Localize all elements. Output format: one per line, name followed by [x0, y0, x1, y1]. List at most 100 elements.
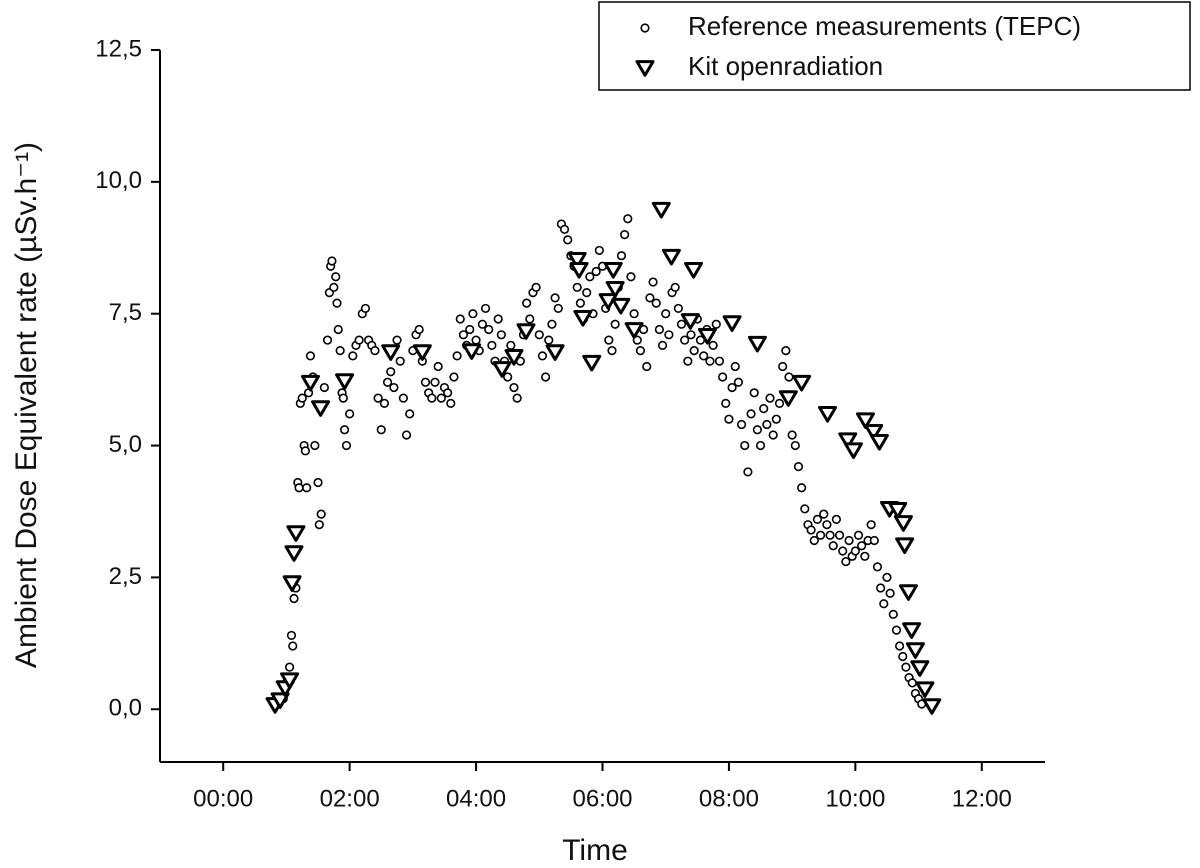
- circle-point: [386, 367, 396, 377]
- x-axis-title: Time: [562, 834, 628, 867]
- circle-point: [582, 288, 592, 298]
- triangle-point: [284, 545, 304, 562]
- triangle-point: [747, 335, 767, 353]
- triangle-point: [624, 322, 644, 339]
- circle-point: [338, 393, 348, 403]
- circle-point: [449, 372, 459, 382]
- triangle-point: [462, 343, 482, 360]
- triangle-point: [778, 390, 798, 407]
- circle-point: [547, 319, 557, 329]
- circle-point: [822, 520, 832, 530]
- circle-point: [531, 282, 541, 292]
- triangle-point: [902, 622, 922, 639]
- circle-point: [493, 314, 503, 324]
- circle-point: [339, 425, 350, 435]
- circle-point: [733, 377, 744, 387]
- circle-point: [313, 477, 323, 488]
- x-tick-label: 08:00: [699, 785, 759, 812]
- circle-point: [797, 483, 807, 493]
- circle-point: [623, 214, 633, 224]
- circle-point: [591, 266, 601, 277]
- circle-point: [683, 356, 693, 366]
- circle-point: [360, 303, 371, 314]
- circle-point: [314, 520, 324, 530]
- triangle-point: [567, 252, 587, 269]
- circle-point: [736, 419, 747, 430]
- circle-point: [563, 235, 573, 245]
- triangle-point: [335, 373, 355, 390]
- circle-point: [787, 430, 797, 440]
- circle-point: [389, 382, 399, 393]
- circle-point: [300, 446, 310, 456]
- circle-point: [708, 340, 718, 350]
- circle-point: [714, 356, 725, 366]
- triangle-point: [381, 344, 401, 361]
- circle-point: [373, 393, 383, 403]
- circle-point: [895, 641, 905, 651]
- circle-point: [670, 282, 680, 292]
- circle-point: [289, 593, 299, 604]
- circle-point: [594, 245, 604, 256]
- triangle-point: [818, 406, 838, 423]
- triangle-point: [895, 537, 915, 554]
- triangle-point: [893, 515, 913, 532]
- circle-point: [806, 525, 816, 535]
- y-tick-label: 12,5: [95, 35, 142, 62]
- circle-point: [740, 440, 750, 451]
- circle-point: [506, 340, 516, 350]
- circle-point: [752, 425, 762, 435]
- circle-point: [632, 335, 642, 345]
- circle-point: [759, 404, 769, 414]
- triangle-point: [910, 660, 930, 677]
- triangle-point: [573, 310, 593, 327]
- triangle-point: [864, 423, 884, 441]
- circle-point: [446, 398, 456, 408]
- circle-point: [436, 393, 446, 403]
- circle-point: [850, 546, 860, 556]
- circle-point: [907, 678, 917, 688]
- circle-point: [872, 562, 883, 572]
- circle-point: [654, 324, 664, 335]
- legend-label: Kit openradiation: [688, 51, 883, 81]
- circle-point: [676, 319, 687, 329]
- circle-point: [857, 541, 867, 551]
- circle-point: [765, 393, 775, 403]
- circle-point: [778, 361, 788, 372]
- circle-point: [718, 372, 728, 382]
- circle-point: [661, 309, 671, 319]
- circle-point: [487, 340, 497, 350]
- circle-point: [844, 535, 854, 546]
- x-tick-label: 06:00: [572, 785, 632, 812]
- circle-point: [480, 303, 491, 314]
- legend-marker: [635, 60, 655, 77]
- circle-point: [512, 393, 522, 403]
- y-tick-label: 0,0: [109, 695, 142, 722]
- circle-point: [762, 419, 772, 430]
- circle-point: [853, 530, 864, 540]
- circle-point: [297, 393, 307, 403]
- circle-point: [471, 335, 481, 345]
- circle-point: [635, 346, 646, 356]
- triangle-point: [838, 432, 858, 449]
- circle-point: [433, 361, 443, 372]
- circle-point: [664, 330, 674, 340]
- triangle-point: [286, 525, 306, 542]
- legend-marker: [640, 23, 650, 33]
- circle-point: [392, 335, 402, 345]
- circle-point: [841, 556, 851, 567]
- circle-point: [329, 282, 339, 292]
- circle-point: [784, 372, 794, 382]
- circle-point: [327, 256, 337, 266]
- circle-point: [629, 309, 639, 319]
- circle-point: [727, 382, 737, 393]
- triangle-point: [603, 262, 623, 279]
- triangle-point: [582, 354, 602, 372]
- triangle-point: [915, 681, 935, 698]
- circle-point: [319, 382, 329, 393]
- triangle-point: [651, 201, 671, 219]
- circle-point: [838, 546, 848, 556]
- triangle-point: [492, 361, 512, 378]
- triangle-point: [898, 584, 918, 601]
- legend-label: Reference measurements (TEPC): [688, 11, 1081, 41]
